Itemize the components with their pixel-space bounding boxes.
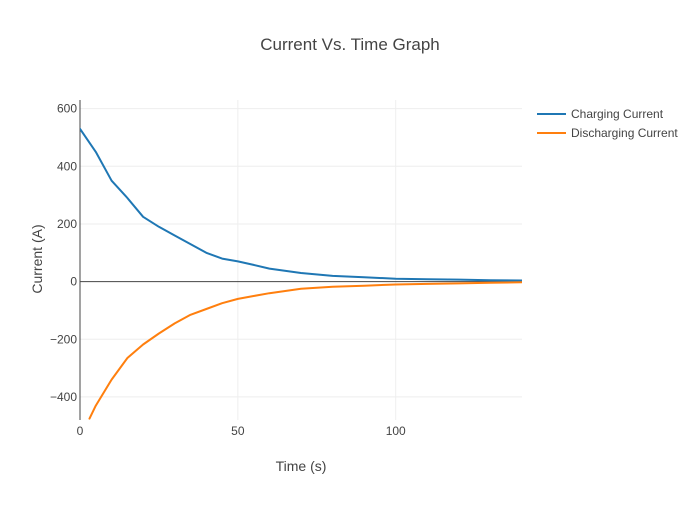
- y-tick-label: 200: [57, 217, 77, 231]
- series-lines: [80, 127, 523, 420]
- y-tick-label: −200: [50, 332, 77, 346]
- series-line-1[interactable]: [80, 127, 522, 282]
- x-tick-label: 0: [77, 424, 84, 438]
- legend[interactable]: Charging Current Discharging Current: [537, 107, 678, 140]
- x-tick-label: 50: [231, 424, 245, 438]
- y-tick-label: 400: [57, 159, 77, 173]
- y-axis-label: Current (A): [29, 224, 45, 293]
- axes: [79, 100, 522, 420]
- x-axis-label: Time (s): [276, 458, 327, 474]
- x-tick-label: 100: [386, 424, 406, 438]
- y-tick-label: 0: [70, 275, 77, 289]
- y-tick-label: −400: [50, 390, 77, 404]
- legend-item-1[interactable]: Charging Current: [537, 107, 664, 121]
- legend-label: Charging Current: [571, 107, 664, 121]
- tick-labels: 0 50 100 −400 −200 0 200 400 600: [50, 102, 406, 438]
- y-tick-label: 600: [57, 102, 77, 116]
- legend-item-2[interactable]: Discharging Current: [537, 126, 678, 140]
- chart-title: Current Vs. Time Graph: [260, 35, 440, 54]
- legend-label: Discharging Current: [571, 126, 678, 140]
- series-line-2[interactable]: [88, 281, 523, 420]
